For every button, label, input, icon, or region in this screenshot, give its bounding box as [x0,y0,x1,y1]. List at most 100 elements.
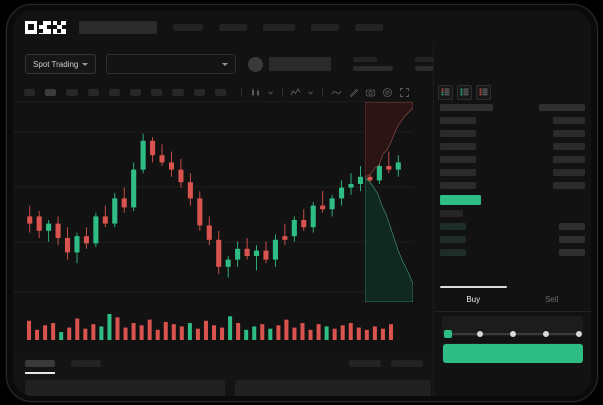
orderbook-ask-amount [553,169,585,176]
order-form [434,316,591,370]
timeframe-4h[interactable] [108,89,120,96]
ob-view-both-icon[interactable] [438,85,453,100]
drawing-pencil-icon[interactable] [348,87,359,98]
action-hide-other-pairs[interactable] [349,360,381,367]
orderbook-ask-amount [553,130,585,137]
camera-icon[interactable] [365,87,376,98]
settings-gear-icon[interactable] [382,87,393,98]
search-input[interactable] [79,20,157,34]
orderbook-bid-amount [559,236,585,243]
okx-logo[interactable] [25,20,67,34]
logo-letter-o-icon [25,20,37,34]
orderbook-last-price [440,195,481,205]
stat-label [415,57,440,62]
orderbook-ask-row[interactable] [440,117,476,124]
orderbook-ask-amount [539,104,585,111]
orderbook-bid-amount [559,249,585,256]
fullscreen-icon[interactable] [399,87,410,98]
logo-letter-x-icon [53,20,66,34]
line-tool-icon[interactable] [331,87,342,98]
indicators-icon[interactable] [290,87,301,98]
timeframe-15m[interactable] [66,89,78,96]
orderbook-ask-amount [553,143,585,150]
volume-chart-svg [27,314,393,340]
chevron-down-icon [82,62,89,66]
orderbook-ask-row[interactable] [440,130,476,137]
orderbook-bid-row[interactable] [440,223,466,230]
orderbook-bid-amount [559,223,585,230]
orderbook-ask-row[interactable] [440,182,476,189]
orderbook-bid-row[interactable] [440,236,466,243]
chart-type-dropdown-icon[interactable] [267,87,274,98]
orders-tabs [25,360,117,374]
toolbar-divider [281,88,283,97]
nav-item-markets[interactable] [219,23,247,31]
chevron-down-icon [222,62,229,66]
tab-open-orders[interactable] [25,360,55,374]
candlestick-chart-svg [13,131,413,293]
stat-value [353,66,394,71]
spot-trading-label: Spot Trading [33,59,79,69]
tab-buy[interactable]: Buy [434,286,513,311]
volume-chart [13,302,413,352]
nav-item-earn[interactable] [355,23,383,31]
orderbook-ask-row[interactable] [440,143,476,150]
orders-actions [349,360,423,367]
timeframe-all[interactable] [214,89,226,96]
orderbook-view-toggles [438,85,491,100]
tablet-device-frame: Spot Trading [6,4,598,402]
toolbar-divider [240,88,242,97]
indicators-dropdown-icon[interactable] [307,87,314,98]
nav-item-derivatives[interactable] [311,23,339,31]
timeframe-1mo[interactable] [172,89,184,96]
timeframe-5m[interactable] [45,89,57,96]
percent-slider[interactable] [444,329,582,339]
toolbar-divider [322,88,323,97]
tab-buy-label: Buy [466,295,481,304]
spot-trading-dropdown[interactable]: Spot Trading [25,54,97,74]
orderbook-rows[interactable] [434,104,591,284]
timeframe-more[interactable] [193,89,205,96]
timeframe-1w[interactable] [151,89,163,96]
candles-group [27,133,401,278]
pair-avatar [248,56,264,72]
orderbook-ask-amount [553,117,585,124]
tab-order-history[interactable] [71,360,101,367]
slider-node-50[interactable] [510,331,516,337]
ob-view-bids-icon[interactable] [457,85,472,100]
submit-buy-button[interactable] [443,344,583,363]
timeframe-1m[interactable] [24,89,36,96]
timeframe-1h[interactable] [87,89,99,96]
chart-gridlines [13,131,413,293]
stat-24h-change [353,57,394,71]
panel-orders-right [235,380,431,396]
chart-toolbar [13,84,413,102]
trade-side-tabs: Buy Sell [434,286,592,312]
panel-orders-left [25,380,225,396]
orderbook-ask-row[interactable] [440,169,476,176]
orderbook-ask-row[interactable] [440,104,493,111]
slider-node-0[interactable] [444,330,452,338]
nav-item-trade[interactable] [263,23,295,31]
action-cancel-all[interactable] [391,360,423,367]
orderbook-bid-row[interactable] [440,210,463,217]
orders-section [13,352,433,396]
tab-sell[interactable]: Sell [513,288,592,311]
orderbook-ask-row[interactable] [440,156,476,163]
nav-item-buy-crypto[interactable] [173,23,203,31]
orderbook-depth-overlay [365,102,413,302]
top-header [13,10,591,44]
timeframe-1d[interactable] [129,89,142,96]
slider-node-100[interactable] [576,331,582,337]
ob-view-asks-icon[interactable] [476,85,491,100]
tab-sell-label: Sell [545,295,559,304]
logo-letter-k-icon [39,20,51,34]
orderbook-bid-row[interactable] [440,249,466,256]
orderbook-ask-amount [553,156,585,163]
slider-node-75[interactable] [543,331,549,337]
slider-node-25[interactable] [477,331,483,337]
price-chart[interactable] [13,102,413,302]
stat-label [353,57,378,62]
trading-pair-select[interactable] [106,54,237,74]
chart-type-icon[interactable] [250,87,261,98]
